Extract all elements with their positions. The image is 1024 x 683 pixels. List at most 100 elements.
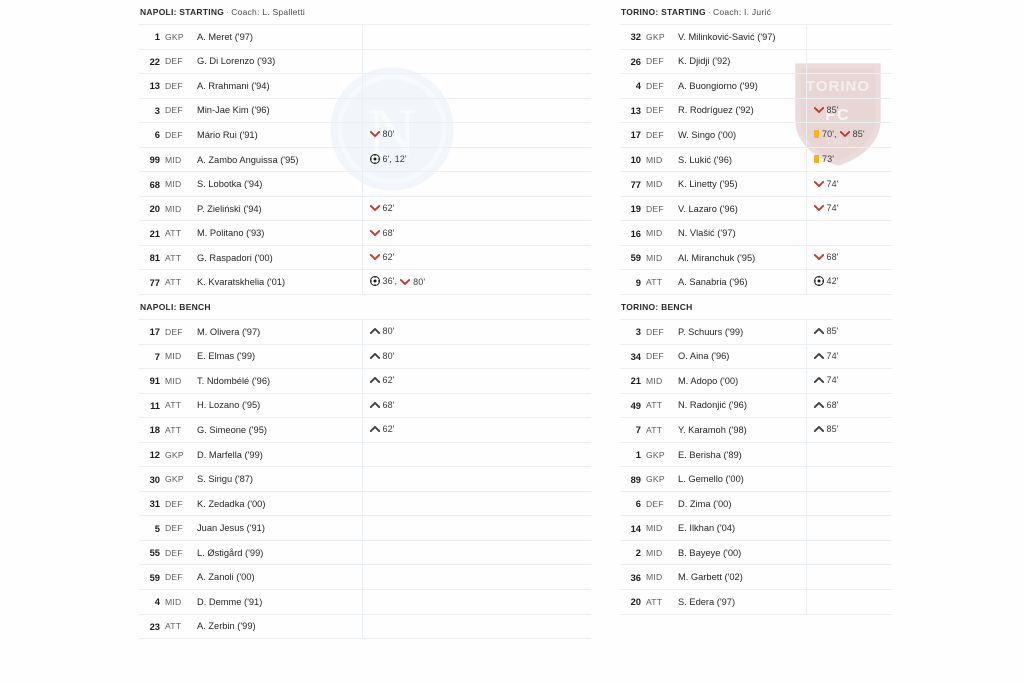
table-row[interactable]: 4 MID D. Demme ('91) <box>139 589 591 615</box>
player-name[interactable]: N. Radonjić ('96) <box>676 392 806 418</box>
player-name[interactable]: R. Rodríguez ('92) <box>676 97 806 123</box>
player-name[interactable]: M. Garbett ('02) <box>676 564 806 590</box>
table-row[interactable]: 11 ATT H. Lozano ('95) 68' <box>139 392 591 418</box>
player-name[interactable]: K. Djidji ('92) <box>676 48 806 74</box>
player-name[interactable]: T. Ndombélé ('96) <box>195 368 362 394</box>
table-row[interactable]: 21 MID M. Adopo ('00) 74' <box>620 368 892 394</box>
player-name[interactable]: D. Demme ('91) <box>195 589 362 615</box>
table-row[interactable]: 77 MID K. Linetty ('95) 74' <box>620 171 892 197</box>
player-name[interactable]: S. Sirigu ('87) <box>195 466 362 492</box>
table-row[interactable]: 5 DEF Juan Jesus ('91) <box>139 515 591 541</box>
table-row[interactable]: 17 DEF M. Olivera ('97) 80' <box>139 319 591 345</box>
table-row[interactable]: 2 MID B. Bayeye ('00) <box>620 539 892 565</box>
table-row[interactable]: 32 GKP V. Milinković-Savić ('97) <box>620 24 892 50</box>
table-row[interactable]: 14 MID E. Ilkhan ('04) <box>620 515 892 541</box>
player-name[interactable]: Al. Miranchuk ('95) <box>676 244 806 270</box>
player-name[interactable]: M. Politano ('93) <box>195 220 362 246</box>
table-row[interactable]: 91 MID T. Ndombélé ('96) 62' <box>139 368 591 394</box>
player-name[interactable]: A. Rrahmani ('94) <box>195 73 362 99</box>
table-row[interactable]: 19 DEF V. Lazaro ('96) 74' <box>620 195 892 221</box>
player-name[interactable]: A. Meret ('97) <box>195 24 362 50</box>
table-row[interactable]: 89 GKP L. Gemello ('00) <box>620 466 892 492</box>
player-name[interactable]: A. Zerbin ('99) <box>195 613 362 640</box>
player-name[interactable]: L. Østigård ('99) <box>195 539 362 565</box>
player-name[interactable]: E. Berisha ('89) <box>676 441 806 467</box>
table-row[interactable]: 34 DEF O. Aina ('96) 74' <box>620 343 892 369</box>
table-row[interactable]: 20 ATT S. Edera ('97) <box>620 589 892 615</box>
player-name[interactable]: P. Zieliński ('94) <box>195 195 362 221</box>
table-row[interactable]: 3 DEF Min-Jae Kim ('96) <box>139 97 591 123</box>
player-name[interactable]: K. Zedadka ('00) <box>195 490 362 516</box>
table-row[interactable]: 23 ATT A. Zerbin ('99) <box>139 613 591 640</box>
player-name[interactable]: V. Milinković-Savić ('97) <box>676 24 806 50</box>
goal-ball-icon <box>369 153 380 164</box>
player-name[interactable]: E. Elmas ('99) <box>195 343 362 369</box>
table-row[interactable]: 99 MID A. Zambo Anguissa ('95) 6', 12' <box>139 146 591 172</box>
player-name[interactable]: Mário Rui ('91) <box>195 122 362 148</box>
player-events: 73' <box>805 146 892 172</box>
player-name[interactable]: N. Vlašić ('97) <box>676 220 806 246</box>
table-row[interactable]: 55 DEF L. Østigård ('99) <box>139 539 591 565</box>
table-row[interactable]: 49 ATT N. Radonjić ('96) 68' <box>620 392 892 418</box>
table-row[interactable]: 68 MID S. Lobotka ('94) <box>139 171 591 197</box>
table-row[interactable]: 21 ATT M. Politano ('93) 68' <box>139 220 591 246</box>
player-name[interactable]: K. Linetty ('95) <box>676 171 806 197</box>
player-name[interactable]: L. Gemello ('00) <box>676 466 806 492</box>
player-name[interactable]: S. Edera ('97) <box>676 589 806 615</box>
table-row[interactable]: 1 GKP E. Berisha ('89) <box>620 441 892 467</box>
player-name[interactable]: Y. Karamoh ('98) <box>676 417 806 443</box>
player-name[interactable]: A. Buongiorno ('99) <box>676 73 806 99</box>
player-name[interactable]: S. Lukić ('96) <box>676 146 806 172</box>
table-row[interactable]: 17 DEF W. Singo ('00) 70', 85' <box>620 122 892 148</box>
table-row[interactable]: 6 DEF D. Zima ('00) <box>620 490 892 516</box>
player-name[interactable]: O. Aina ('96) <box>676 343 806 369</box>
player-number: 21 <box>139 220 165 246</box>
player-number: 68 <box>139 171 165 197</box>
table-row[interactable]: 16 MID N. Vlašić ('97) <box>620 220 892 246</box>
table-row[interactable]: 59 MID Al. Miranchuk ('95) 68' <box>620 244 892 270</box>
player-name[interactable]: M. Olivera ('97) <box>195 319 362 345</box>
player-name[interactable]: A. Sanabria ('96) <box>676 269 806 296</box>
table-row[interactable]: 7 MID E. Elmas ('99) 80' <box>139 343 591 369</box>
table-row[interactable]: 18 ATT G. Simeone ('95) 62' <box>139 417 591 443</box>
player-name[interactable]: M. Adopo ('00) <box>676 368 806 394</box>
table-row[interactable]: 1 GKP A. Meret ('97) <box>139 24 591 50</box>
section-team-label: TORINO: STARTING <box>621 7 706 17</box>
player-name[interactable]: D. Marfella ('99) <box>195 441 362 467</box>
table-row[interactable]: 7 ATT Y. Karamoh ('98) 85' <box>620 417 892 443</box>
player-name[interactable]: G. Raspadori ('00) <box>195 244 362 270</box>
player-name[interactable]: W. Singo ('00) <box>676 122 806 148</box>
player-name[interactable]: G. Simeone ('95) <box>195 417 362 443</box>
table-row[interactable]: 22 DEF G. Di Lorenzo ('93) <box>139 48 591 74</box>
table-row[interactable]: 31 DEF K. Zedadka ('00) <box>139 490 591 516</box>
table-row[interactable]: 12 GKP D. Marfella ('99) <box>139 441 591 467</box>
table-row[interactable]: 3 DEF P. Schuurs ('99) 85' <box>620 319 892 345</box>
table-row[interactable]: 13 DEF A. Rrahmani ('94) <box>139 73 591 99</box>
table-row[interactable]: 77 ATT K. Kvaratskhelia ('01) 36', 80' <box>139 269 591 296</box>
table-row[interactable]: 13 DEF R. Rodríguez ('92) 85' <box>620 97 892 123</box>
table-row[interactable]: 10 MID S. Lukić ('96) 73' <box>620 146 892 172</box>
player-name[interactable]: V. Lazaro ('96) <box>676 195 806 221</box>
player-name[interactable]: S. Lobotka ('94) <box>195 171 362 197</box>
player-name[interactable]: G. Di Lorenzo ('93) <box>195 48 362 74</box>
table-row[interactable]: 36 MID M. Garbett ('02) <box>620 564 892 590</box>
player-number: 59 <box>620 244 646 270</box>
player-name[interactable]: D. Zima ('00) <box>676 490 806 516</box>
player-name[interactable]: K. Kvaratskhelia ('01) <box>195 269 362 296</box>
player-name[interactable]: A. Zambo Anguissa ('95) <box>195 146 362 172</box>
table-row[interactable]: 9 ATT A. Sanabria ('96) 42' <box>620 269 892 296</box>
table-row[interactable]: 20 MID P. Zieliński ('94) 62' <box>139 195 591 221</box>
player-name[interactable]: P. Schuurs ('99) <box>676 319 806 345</box>
table-row[interactable]: 30 GKP S. Sirigu ('87) <box>139 466 591 492</box>
table-row[interactable]: 4 DEF A. Buongiorno ('99) <box>620 73 892 99</box>
player-name[interactable]: B. Bayeye ('00) <box>676 539 806 565</box>
table-row[interactable]: 26 DEF K. Djidji ('92) <box>620 48 892 74</box>
player-name[interactable]: Juan Jesus ('91) <box>195 515 362 541</box>
player-name[interactable]: H. Lozano ('95) <box>195 392 362 418</box>
player-name[interactable]: Min-Jae Kim ('96) <box>195 97 362 123</box>
player-name[interactable]: E. Ilkhan ('04) <box>676 515 806 541</box>
table-row[interactable]: 6 DEF Mário Rui ('91) 80' <box>139 122 591 148</box>
table-row[interactable]: 81 ATT G. Raspadori ('00) 62' <box>139 244 591 270</box>
table-row[interactable]: 59 DEF A. Zanoli ('00) <box>139 564 591 590</box>
player-name[interactable]: A. Zanoli ('00) <box>195 564 362 590</box>
